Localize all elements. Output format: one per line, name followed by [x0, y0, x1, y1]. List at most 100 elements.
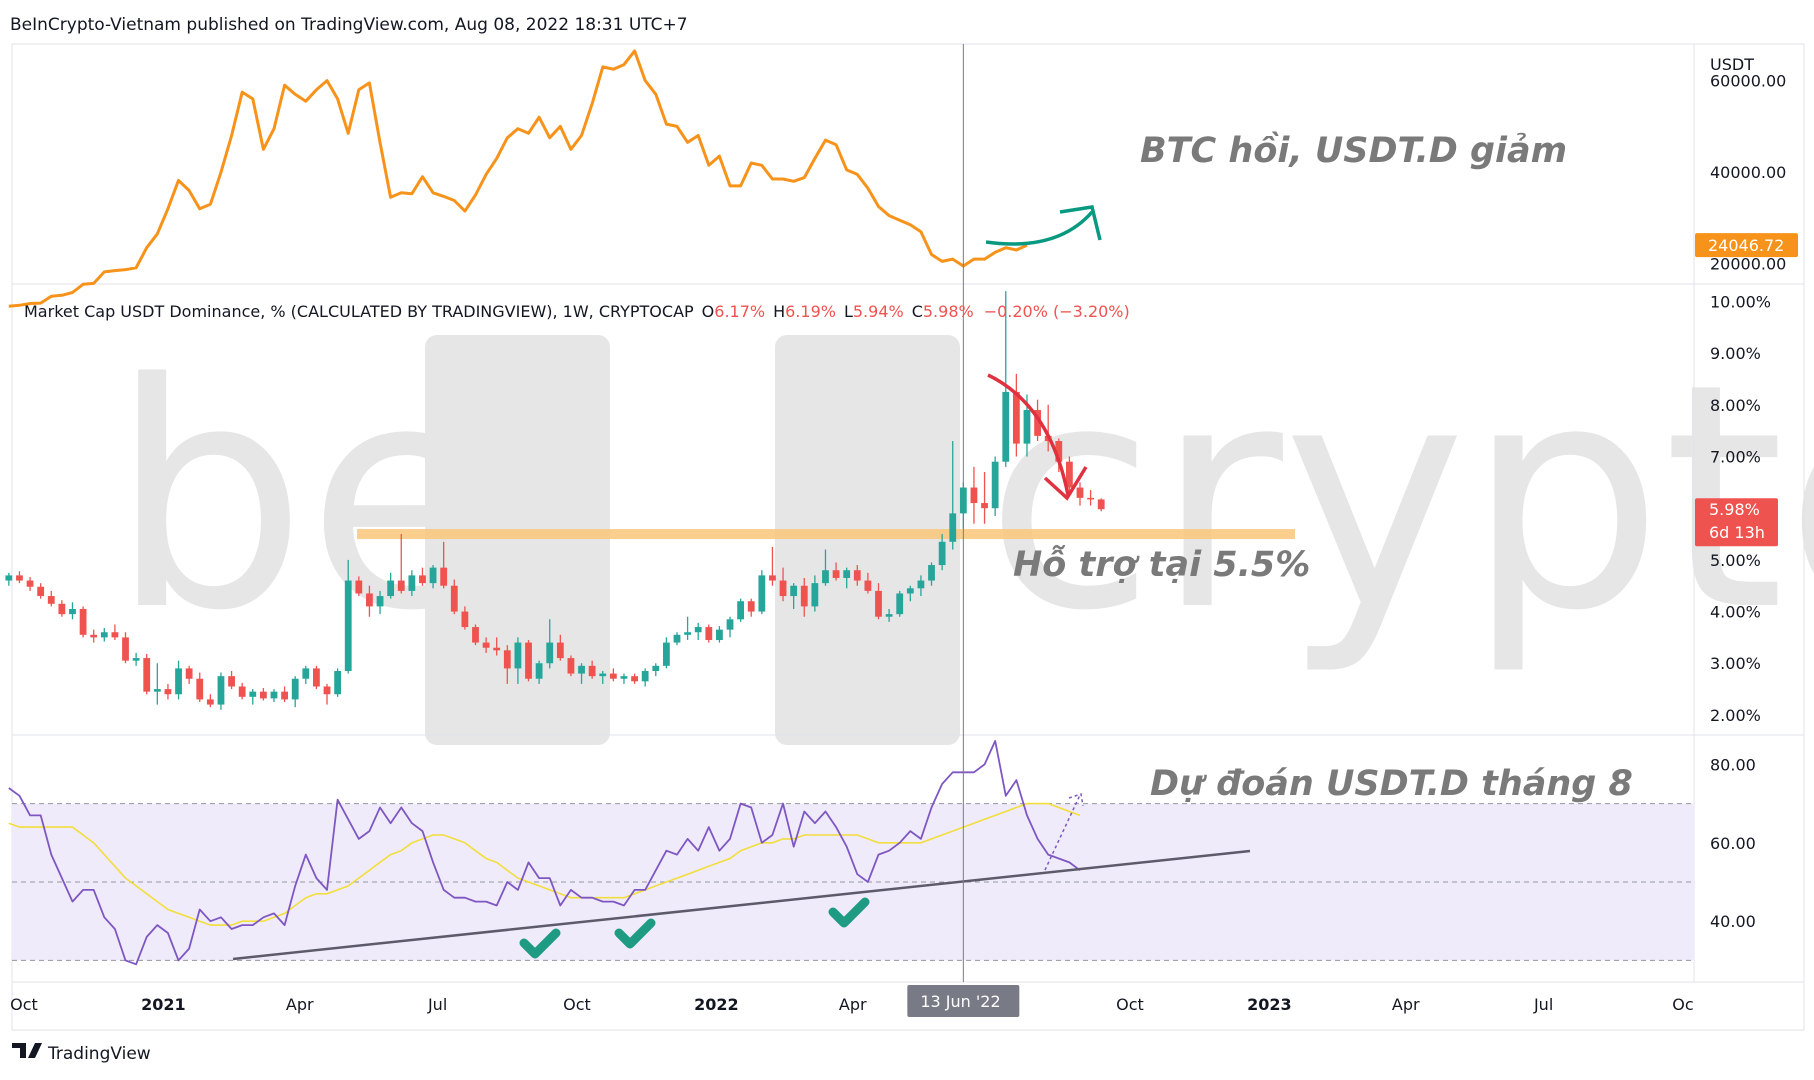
candle-body	[217, 676, 225, 705]
candle-body	[249, 691, 257, 697]
candle-body	[800, 585, 808, 607]
time-axis: Oct 2021 Apr Jul Oct 2022 Apr Oct 2023 Apr Jul Oc	[10, 995, 1694, 1014]
y-tick-label: 2.00%	[1710, 706, 1761, 725]
candle-body	[461, 611, 469, 628]
legend-change: −0.20% (−3.20%)	[984, 302, 1130, 321]
bar-countdown: 6d 13h	[1709, 523, 1765, 542]
candle-body	[472, 627, 479, 643]
watermark: be crypto	[110, 318, 1814, 745]
candle-body	[1055, 441, 1063, 462]
candle-body	[323, 686, 331, 695]
red-curved-arrow	[987, 373, 1070, 496]
candle-body	[631, 676, 638, 682]
rsi-trendline	[232, 849, 1251, 961]
rsi-ma-line	[8, 802, 1081, 926]
y-tick-label: 20000.00	[1710, 255, 1786, 274]
y-tick-label: 3.00%	[1710, 654, 1761, 673]
teal-arrowhead	[1059, 205, 1102, 241]
candle-body	[716, 629, 723, 640]
y-tick-label: 40.00	[1710, 912, 1756, 931]
candle-body	[811, 583, 819, 607]
candle-body	[47, 596, 55, 604]
candle-body	[111, 632, 119, 638]
legend-open: 6.17%	[714, 302, 765, 321]
candle-body	[599, 673, 607, 677]
btc-last-price: 24046.72	[1708, 236, 1784, 255]
candle-body	[790, 585, 798, 597]
candle-body	[100, 632, 108, 638]
candle-body	[58, 603, 66, 615]
candle-body	[652, 665, 660, 671]
annotation-rsi: Dự đoán USDT.D tháng 8	[1150, 764, 1633, 804]
tradingview-logo-icon	[12, 1043, 42, 1058]
y-tick-label: 7.00%	[1710, 448, 1761, 467]
legend-high: 6.19%	[785, 302, 836, 321]
check-icon	[828, 897, 870, 928]
crosshair-date: 13 Jun '22	[920, 992, 1000, 1011]
legend-c-label: C	[912, 302, 923, 321]
candle-body	[37, 586, 45, 597]
x-tick-label: Oct	[1116, 995, 1144, 1014]
legend-symbol: Market Cap USDT Dominance, % (CALCULATED…	[24, 302, 694, 321]
x-tick-label: 2023	[1247, 995, 1292, 1014]
candle-body	[1087, 497, 1095, 500]
y-tick-label: 40000.00	[1710, 163, 1786, 182]
candle-body	[885, 614, 893, 617]
candle-body	[26, 580, 34, 587]
candle-body	[684, 632, 691, 635]
x-tick-label: Apr	[286, 995, 314, 1014]
tradingview-logo: TradingView	[12, 1043, 151, 1064]
y-tick-label: 80.00	[1710, 755, 1756, 774]
y-tick-label: 8.00%	[1710, 396, 1761, 415]
candle-body	[779, 580, 787, 597]
candle-body	[578, 665, 585, 674]
candle-body	[546, 642, 554, 664]
candle-body	[313, 668, 320, 687]
candle-body	[228, 676, 235, 687]
legend-h-label: H	[773, 302, 785, 321]
candle-body	[1076, 487, 1084, 498]
x-tick-label: Jul	[427, 995, 447, 1014]
candle-body	[429, 567, 437, 584]
legend-l-label: L	[844, 302, 853, 321]
candle-body	[525, 642, 532, 679]
candle-body	[90, 634, 98, 638]
red-arrowhead	[1043, 466, 1088, 501]
btc-price-line	[8, 49, 1028, 308]
candle-body	[259, 691, 267, 699]
candle-body	[344, 580, 352, 671]
candle-body	[1034, 410, 1041, 436]
y-tick-label: 5.00%	[1710, 551, 1761, 570]
teal-curved-arrow	[985, 210, 1094, 246]
candle-body	[270, 691, 278, 699]
candle-body	[16, 575, 23, 581]
rsi-line	[8, 740, 1081, 966]
x-tick-label: Oct	[563, 995, 591, 1014]
candle-body	[673, 634, 681, 643]
candle-body	[493, 647, 501, 651]
candle-body	[419, 575, 426, 584]
candle-body	[79, 608, 87, 635]
candle-body	[906, 588, 914, 594]
candle-body	[302, 668, 310, 679]
candle-body	[853, 570, 861, 581]
candle-body	[588, 665, 596, 677]
candle-body	[535, 663, 543, 679]
x-tick-label: Apr	[1392, 995, 1420, 1014]
candle-body	[747, 601, 755, 612]
candle-body	[737, 601, 745, 620]
annotation-support: Hỗ trợ tại 5.5%	[1013, 544, 1310, 585]
watermark-text-right: crypto	[985, 318, 1814, 679]
y-tick-label: 60.00	[1710, 834, 1756, 853]
candle-body	[482, 642, 490, 648]
rsi-projection-arrowhead	[1068, 793, 1084, 807]
rsi-y-axis: 80.00 60.00 40.00	[1710, 755, 1756, 931]
candle-body	[1023, 410, 1031, 444]
candle-body	[567, 658, 575, 674]
candle-body	[387, 580, 395, 597]
candle-body	[758, 575, 766, 612]
candle-body	[143, 658, 151, 692]
check-icon	[519, 928, 561, 959]
candle-body	[196, 678, 204, 700]
